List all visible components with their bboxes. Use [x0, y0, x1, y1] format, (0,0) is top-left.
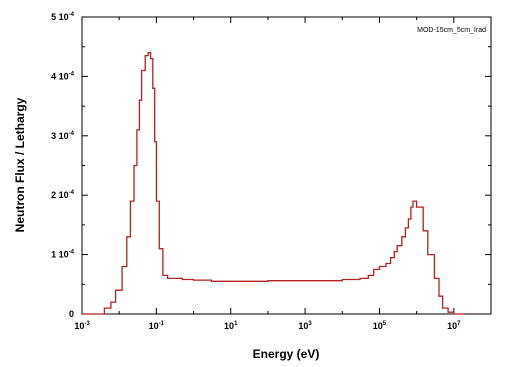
series-line	[82, 51, 465, 315]
x-tick-label: 101	[224, 321, 238, 331]
legend-label: MOD-15cm_5cm_Irad	[417, 27, 486, 34]
x-axis-title: Energy (eV)	[253, 347, 320, 361]
y-axis-title: Neutron Flux / Lethargy	[13, 97, 27, 232]
x-tick-label: 103	[298, 321, 312, 331]
y-axis-ticks: 0 1 10-4 2 10-4 3 10-4 4 10-4 5 10-4	[51, 12, 491, 319]
x-tick-label: 10-3	[74, 321, 90, 331]
y-tick-label: 4 10-4	[51, 71, 75, 81]
x-tick-label: 107	[447, 321, 461, 331]
x-tick-label: 105	[373, 321, 387, 331]
plot-frame	[81, 16, 492, 315]
y-tick-label: 2 10-4	[51, 190, 75, 200]
y-tick-label: 0	[69, 309, 74, 319]
x-tick-label: 10-1	[149, 321, 165, 331]
y-tick-label: 5 10-4	[51, 12, 75, 22]
y-tick-label: 3 10-4	[51, 131, 75, 141]
x-axis-ticks: 10-3 10-1 101 103 105 107	[74, 17, 492, 331]
y-tick-label: 1 10-4	[51, 250, 75, 260]
